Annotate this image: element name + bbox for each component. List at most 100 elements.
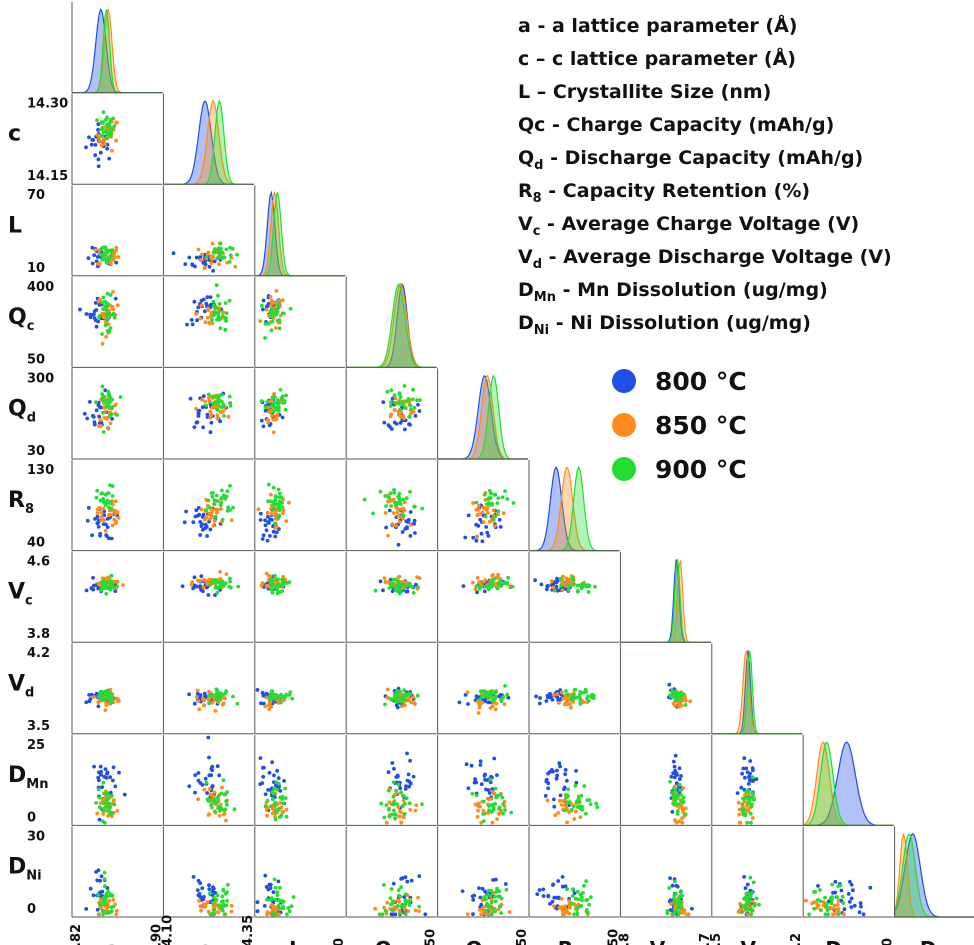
point <box>484 525 489 529</box>
point <box>274 530 279 535</box>
point <box>749 912 754 917</box>
point <box>476 508 481 512</box>
point <box>681 786 685 790</box>
point <box>750 816 755 820</box>
point <box>98 878 102 883</box>
point <box>567 584 571 589</box>
point <box>403 787 408 791</box>
point <box>97 315 101 320</box>
point <box>679 910 684 915</box>
point <box>393 816 397 820</box>
point <box>400 530 405 534</box>
point <box>268 898 273 902</box>
point <box>554 776 559 781</box>
point <box>382 420 387 425</box>
point <box>830 906 834 911</box>
point <box>740 807 745 812</box>
point <box>97 414 101 419</box>
point <box>211 401 216 406</box>
point <box>392 393 397 398</box>
point <box>493 786 498 791</box>
point <box>681 795 686 800</box>
panel-Vd-Vd <box>711 643 803 735</box>
point <box>198 781 203 785</box>
point <box>205 582 210 587</box>
point <box>110 494 115 498</box>
point <box>268 697 272 702</box>
point <box>211 911 216 915</box>
point <box>207 396 211 401</box>
point <box>201 585 206 590</box>
point <box>221 495 226 499</box>
point <box>255 688 260 692</box>
point <box>388 491 393 496</box>
point <box>673 690 678 694</box>
point <box>86 256 91 260</box>
point <box>675 906 680 910</box>
point <box>100 819 105 824</box>
point <box>833 890 838 895</box>
point <box>567 800 572 804</box>
point <box>752 797 756 802</box>
point <box>198 693 203 697</box>
point <box>466 786 471 791</box>
point <box>212 797 217 802</box>
point <box>672 775 677 780</box>
point <box>589 895 593 899</box>
point <box>826 912 830 917</box>
point <box>200 405 205 410</box>
point <box>102 877 107 881</box>
point <box>215 796 220 800</box>
point <box>575 805 580 809</box>
point <box>490 699 495 704</box>
point <box>505 581 510 585</box>
point <box>403 584 408 589</box>
point <box>535 892 540 896</box>
point <box>99 424 103 428</box>
point <box>278 387 283 392</box>
point <box>212 247 217 251</box>
xtick-max-DMn: 30 <box>881 938 896 945</box>
point <box>281 400 286 405</box>
point <box>489 797 494 801</box>
point <box>227 298 232 303</box>
point <box>497 894 502 899</box>
point <box>283 786 288 791</box>
panel-R8-R8 <box>528 460 620 552</box>
point <box>552 797 556 802</box>
panel-DNi-Qc <box>345 826 437 918</box>
point <box>552 588 557 593</box>
point <box>563 768 568 772</box>
point <box>85 518 90 523</box>
point <box>110 405 115 409</box>
point <box>263 518 267 523</box>
point <box>501 802 506 807</box>
point <box>187 255 192 260</box>
point <box>220 488 224 493</box>
point <box>97 817 102 822</box>
point <box>231 505 236 510</box>
point <box>818 888 822 892</box>
point <box>287 693 292 697</box>
point <box>852 903 857 908</box>
legend-series-800: 800 °C <box>655 367 747 396</box>
point <box>95 521 100 526</box>
point <box>205 791 210 795</box>
point <box>858 901 863 906</box>
point <box>550 899 555 904</box>
point <box>204 780 209 785</box>
point <box>399 704 404 709</box>
point <box>838 883 843 888</box>
point <box>408 534 413 538</box>
point <box>676 910 681 914</box>
point <box>389 912 394 917</box>
point <box>557 698 561 703</box>
point <box>100 300 105 305</box>
point <box>225 489 230 494</box>
point <box>233 264 238 269</box>
point <box>588 802 593 806</box>
point <box>398 786 403 791</box>
point <box>397 574 402 579</box>
point <box>207 883 211 888</box>
point <box>89 142 94 147</box>
